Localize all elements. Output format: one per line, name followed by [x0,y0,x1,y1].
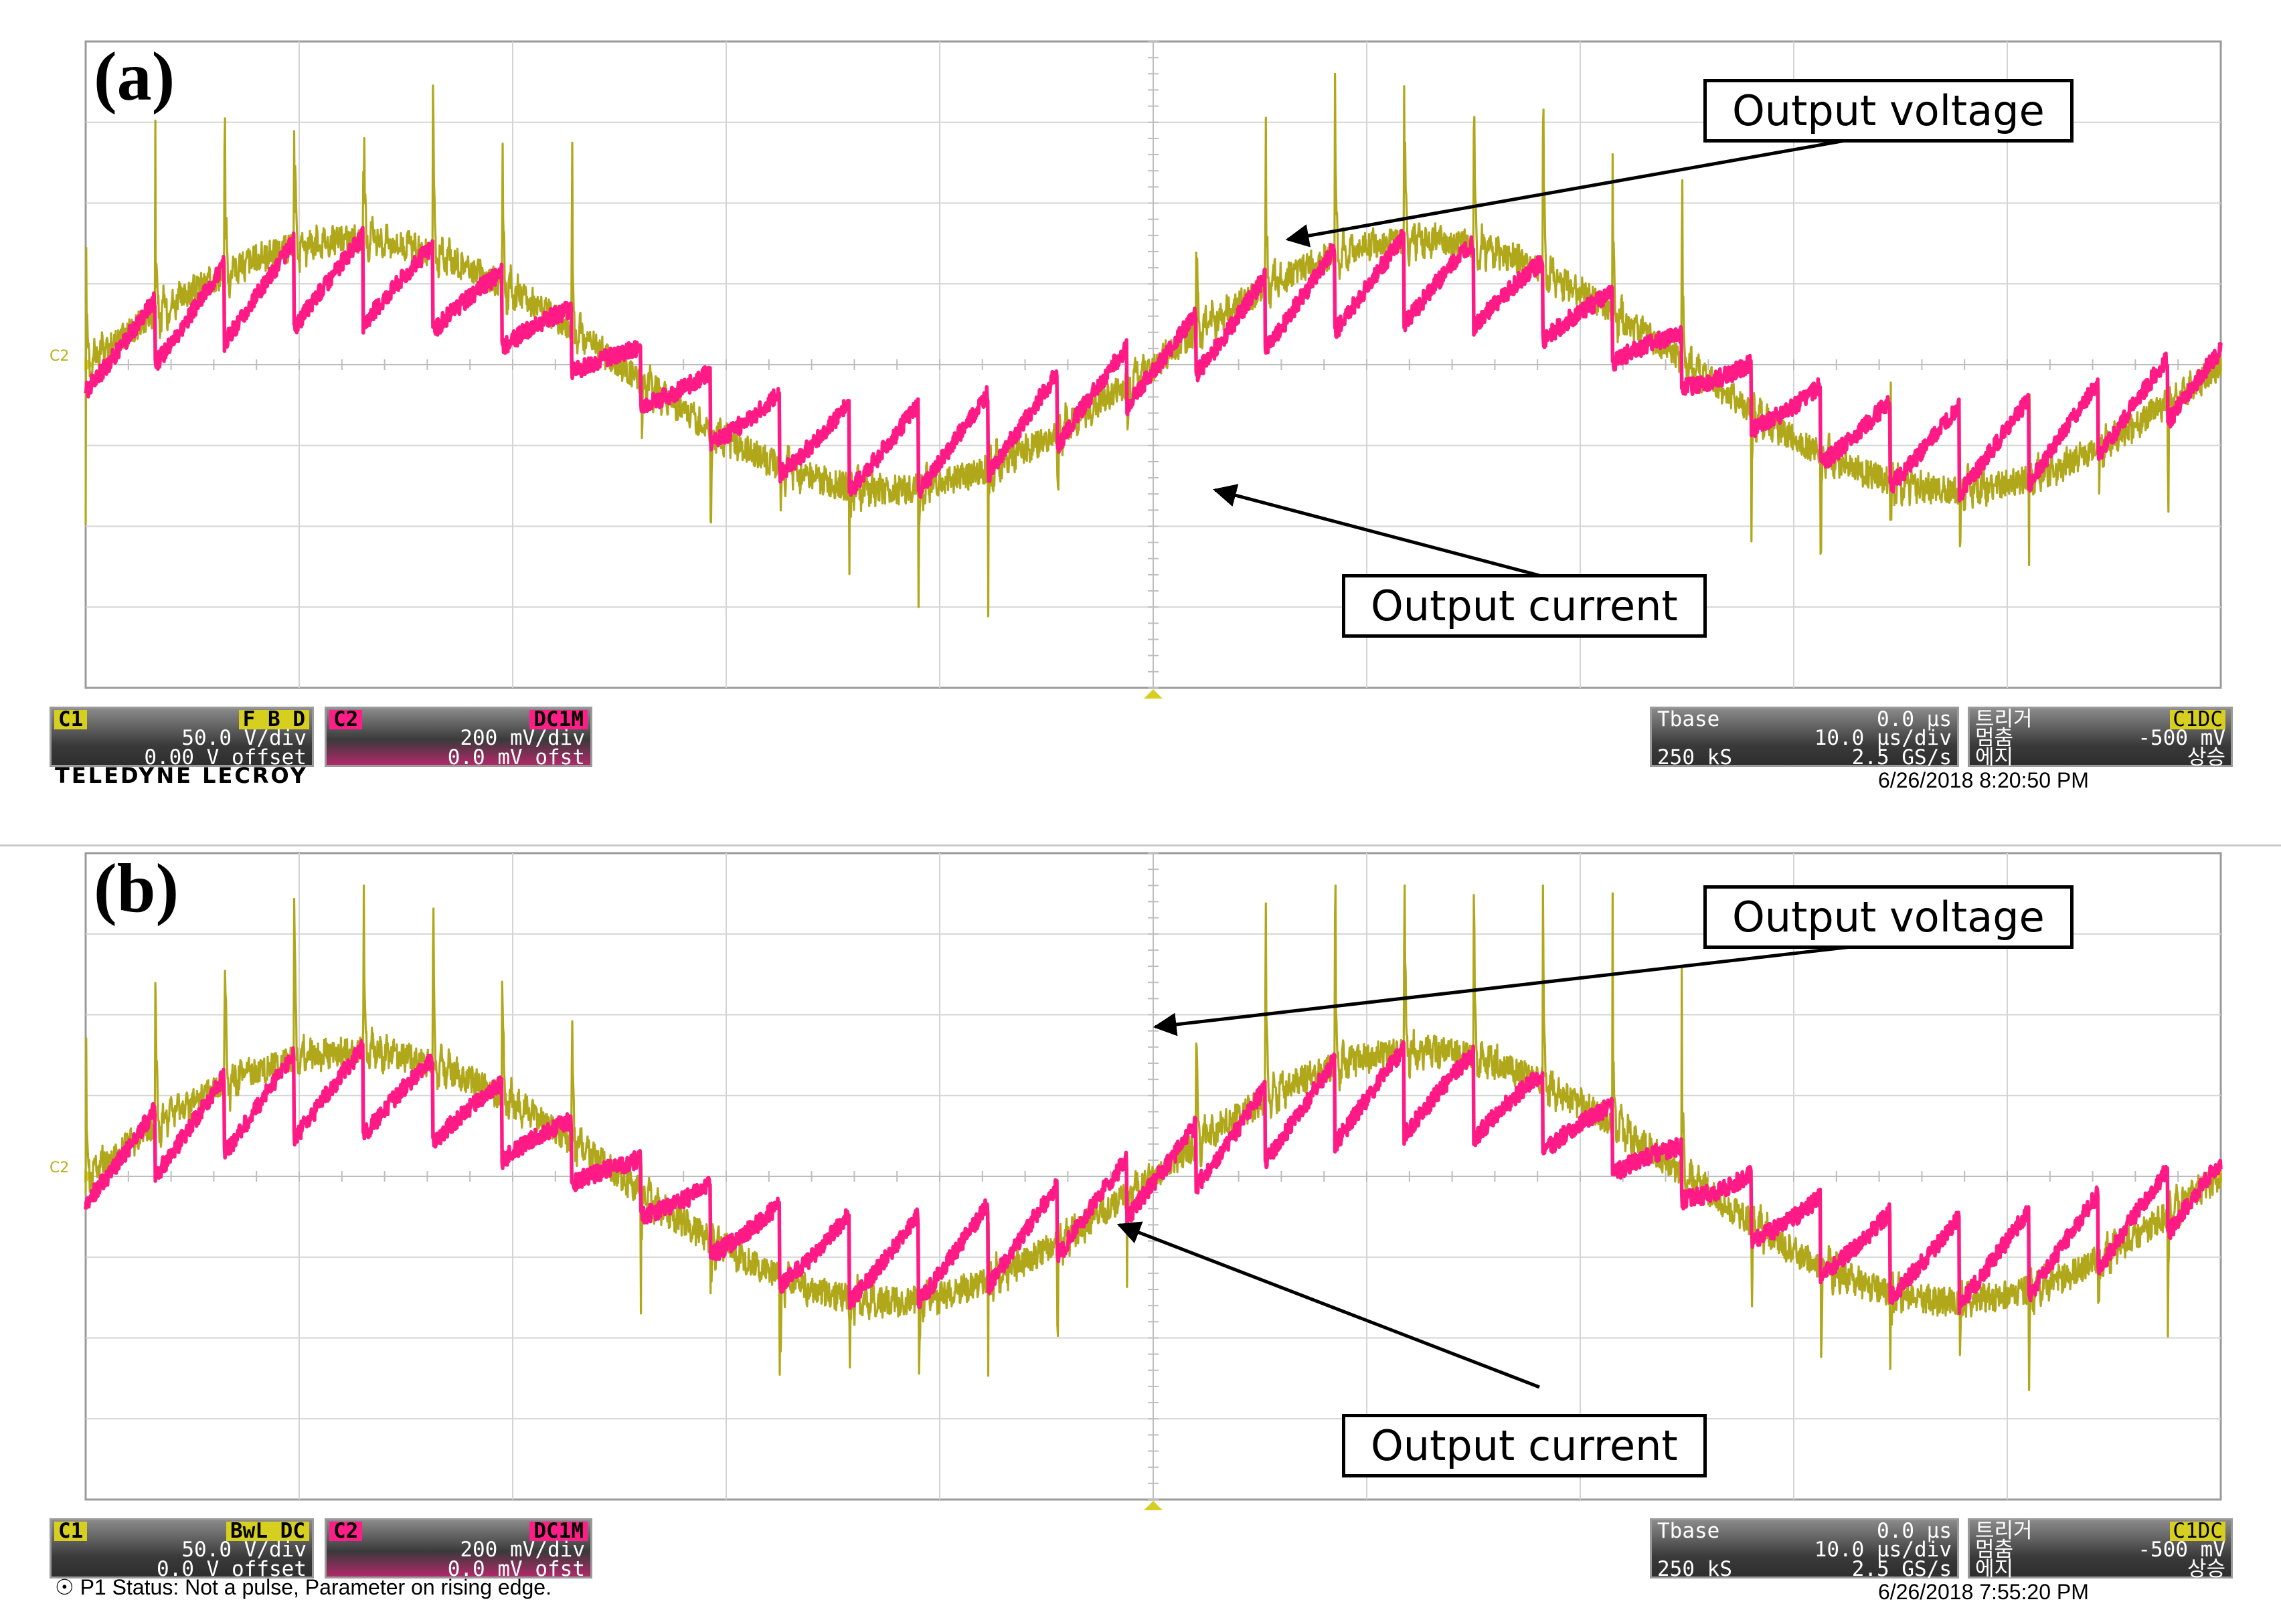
trigger-label: 트리거 [1975,707,2033,731]
ch1-flags: F B D [238,709,309,730]
callout-output-current-b: Output current [1342,1414,1707,1477]
timestamp-b: 6/26/2018 7:55:20 PM [1878,1580,2089,1604]
status-text: P1 Status: Not a pulse, Parameter on ris… [80,1575,552,1599]
trigger-position-marker [1144,689,1163,699]
ch2-scale-b: 200 mV/div [460,1538,585,1562]
status-line: ☉ P1 Status: Not a pulse, Parameter on r… [55,1574,552,1600]
trigger-mode-b: 멈춤 [1975,1538,2014,1562]
current-arrow [1213,484,1540,577]
callout-output-voltage-b: Output voltage [1703,885,2074,949]
ch1-flags-b: BwL DC [226,1521,309,1542]
trigger-level-b: -500 mV [2138,1538,2225,1562]
timebase-samples-b: 250 kS [1657,1557,1732,1581]
trigger-position-marker [1144,1501,1163,1510]
ch2-flags-b: DC1M [529,1521,588,1542]
ch1-scale-b: 50.0 V/div [181,1538,307,1562]
timebase-label: Tbase [1657,707,1720,731]
ch2-info-box-b[interactable]: C2 DC1M 200 mV/div 0.0 mV ofst [325,1518,592,1581]
trigger-type: 에지 [1975,745,2014,770]
ch1-offset-b: 0.0 V offset [157,1557,307,1581]
timebase-delay: 0.0 µs [1877,707,1952,731]
panel-label-a: (a) [94,38,175,115]
ch2-tag: C2 [329,709,363,730]
trigger-slope-b: 상승 [2187,1557,2225,1581]
ch2-scale: 200 mV/div [460,726,585,750]
timebase-box-b[interactable]: Tbase 0.0 µs 10.0 µs/div 250 kS 2.5 GS/s [1650,1518,1959,1581]
trigger-box-b[interactable]: 트리거 C1DC 멈춤 -500 mV 에지 상승 [1968,1518,2233,1581]
oscilloscope-plot-a [84,40,2223,699]
timebase-rate-b: 2.5 GS/s [1851,1557,1952,1581]
trigger-mode: 멈춤 [1975,726,2014,750]
timebase-label-b: Tbase [1657,1519,1720,1543]
channel-marker-c2: C2 [50,348,70,365]
ch1-offset: 0.00 V offset [144,745,307,770]
voltage-arrow [1153,937,1922,1036]
trigger-source-b: C1DC [2170,1521,2225,1542]
ch1-tag: C1 [54,709,88,730]
ch1-tag-b: C1 [54,1521,88,1542]
trigger-slope: 상승 [2187,745,2225,770]
callout-output-voltage-a: Output voltage [1703,79,2074,143]
output-current-trace [84,1039,2223,1316]
eye-icon: ☉ [55,1575,74,1599]
ch1-info-box[interactable]: C1 F B D 50.0 V/div 0.00 V offset [50,707,314,770]
brand-logo: TELEDYNE LECROY [55,763,308,788]
trigger-label-b: 트리거 [1975,1519,2033,1543]
trigger-level: -500 mV [2138,726,2225,750]
output-current-trace [84,225,2223,503]
timebase-samples: 250 kS [1657,745,1732,770]
ch1-info-box-b[interactable]: C1 BwL DC 50.0 V/div 0.0 V offset [50,1518,314,1581]
current-arrow [1116,1221,1540,1389]
ch2-offset-b: 0.0 mV ofst [447,1557,585,1581]
trigger-type-b: 에지 [1975,1557,2014,1581]
timebase-scale: 10.0 µs/div [1814,726,1952,750]
callout-output-current-a: Output current [1342,574,1707,638]
ch2-tag-b: C2 [329,1521,363,1542]
timebase-scale-b: 10.0 µs/div [1814,1538,1952,1562]
trigger-source: C1DC [2170,709,2225,730]
scope-panel-a: (a) C2 Output voltage Output current C1 … [50,38,2233,792]
timestamp-a: 6/26/2018 8:20:50 PM [1878,768,2089,792]
channel-marker-c2-b: C2 [50,1160,70,1176]
panel-label-b: (b) [94,850,179,927]
scope-panel-b: (b) C2 Output voltage Output current C1 … [0,812,2281,1623]
ch2-offset: 0.0 mV ofst [447,745,585,770]
ch1-scale: 50.0 V/div [181,726,307,750]
panel-divider [0,844,2281,846]
ch2-info-box[interactable]: C2 DC1M 200 mV/div 0.0 mV ofst [325,707,592,770]
timebase-rate: 2.5 GS/s [1851,745,1952,770]
timebase-box[interactable]: Tbase 0.0 µs 10.0 µs/div 250 kS 2.5 GS/s [1650,707,1959,770]
voltage-arrow [1285,125,1922,248]
ch2-flags: DC1M [529,709,588,730]
timebase-delay-b: 0.0 µs [1877,1519,1952,1543]
trigger-box[interactable]: 트리거 C1DC 멈춤 -500 mV 에지 상승 [1968,707,2233,770]
